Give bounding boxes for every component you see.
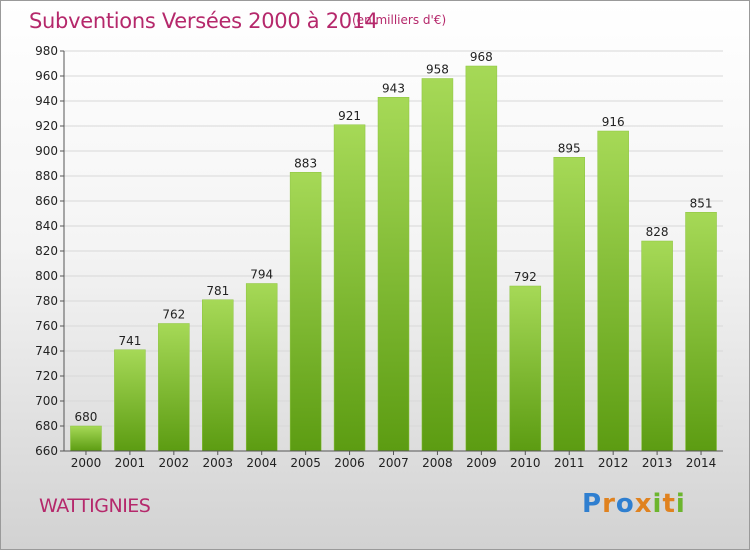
y-tick-label: 680: [35, 419, 58, 433]
bar-2013: [641, 240, 673, 452]
logo-letter: o: [615, 489, 635, 519]
y-tick-label: 660: [35, 444, 58, 458]
y-tick-label: 760: [35, 319, 58, 333]
y-tick-label: 920: [35, 119, 58, 133]
bar-2003: [202, 299, 234, 452]
x-tick-label: 2005: [290, 456, 321, 470]
y-tick-label: 820: [35, 244, 58, 258]
logo-letter: x: [634, 489, 653, 519]
bar-value-label: 741: [118, 334, 141, 348]
bar-value-label: 895: [558, 141, 581, 155]
y-tick-label: 840: [35, 219, 58, 233]
bar-2007: [377, 97, 410, 452]
logo-letter: P: [582, 489, 603, 519]
x-tick-label: 2002: [159, 456, 190, 470]
commune-name: WATTIGNIES: [39, 495, 151, 517]
x-tick-label: 2008: [422, 456, 453, 470]
x-tick-label: 2012: [598, 456, 629, 470]
y-tick-label: 900: [35, 144, 58, 158]
chart-unit: (en milliers d'€): [352, 13, 447, 27]
x-tick-label: 2010: [510, 456, 541, 470]
y-tick-label: 860: [35, 194, 58, 208]
bar-2011: [553, 157, 585, 452]
bar-2002: [158, 323, 190, 452]
x-tick-label: 2001: [115, 456, 146, 470]
bar-2001: [114, 349, 146, 452]
bar-2008: [421, 78, 454, 452]
bar-value-label: 943: [382, 81, 405, 95]
bar-value-label: 916: [602, 115, 625, 129]
x-tick-label: 2011: [554, 456, 585, 470]
chart-title: Subventions Versées 2000 à 2014: [29, 9, 378, 33]
x-tick-label: 2006: [334, 456, 365, 470]
bar-2004: [245, 283, 278, 452]
x-tick-label: 2004: [246, 456, 277, 470]
bar-2006: [333, 124, 366, 452]
logo-letter: i: [652, 489, 663, 519]
bar-value-label: 794: [250, 268, 273, 282]
x-tick-label: 2000: [71, 456, 102, 470]
bar-2014: [685, 212, 717, 452]
x-tick-label: 2014: [686, 456, 717, 470]
y-tick-label: 800: [35, 269, 58, 283]
bar-value-label: 958: [426, 63, 449, 77]
bar-2012: [597, 130, 629, 452]
bar-value-label: 792: [514, 270, 537, 284]
logo-letter: r: [602, 489, 616, 519]
y-tick-label: 880: [35, 169, 58, 183]
bar-2000: [70, 425, 102, 452]
bar-value-label: 680: [75, 410, 98, 424]
x-axis: 2000 2001 2002 2003 2004 2005 2006 2007 2008 2009…: [64, 450, 723, 470]
y-tick-label: 700: [35, 394, 58, 408]
bar-2010: [509, 285, 542, 452]
y-axis: 660 680 700 720 740 760 780 800 820 840 860 880 900 9…: [35, 44, 65, 458]
bar-value-label: 921: [338, 109, 361, 123]
x-tick-label: 2007: [378, 456, 409, 470]
bar-value-label: 968: [470, 50, 493, 64]
logo-letter: t: [662, 489, 676, 519]
y-tick-label: 780: [35, 294, 58, 308]
proxiti-logo: Proxiti: [582, 489, 686, 519]
bar-chart: 660 680 700 720 740 760 780 800 820 840 860 880 900 9…: [35, 44, 723, 470]
bar-value-label: 851: [690, 196, 713, 210]
x-tick-label: 2009: [466, 456, 497, 470]
logo-letter: i: [675, 489, 686, 519]
bars: 680 741 762 781 794 883 921 943 958 968 792 895 916 8…: [70, 50, 717, 452]
x-tick-label: 2003: [202, 456, 233, 470]
y-tick-label: 980: [35, 44, 58, 58]
bar-2005: [289, 172, 322, 452]
y-tick-label: 960: [35, 69, 58, 83]
bar-value-label: 828: [646, 225, 669, 239]
y-tick-label: 740: [35, 344, 58, 358]
x-tick-label: 2013: [642, 456, 673, 470]
bar-value-label: 762: [162, 308, 185, 322]
bar-2009: [465, 65, 498, 452]
y-tick-label: 940: [35, 94, 58, 108]
y-tick-label: 720: [35, 369, 58, 383]
bar-value-label: 883: [294, 156, 317, 170]
bar-value-label: 781: [206, 284, 229, 298]
